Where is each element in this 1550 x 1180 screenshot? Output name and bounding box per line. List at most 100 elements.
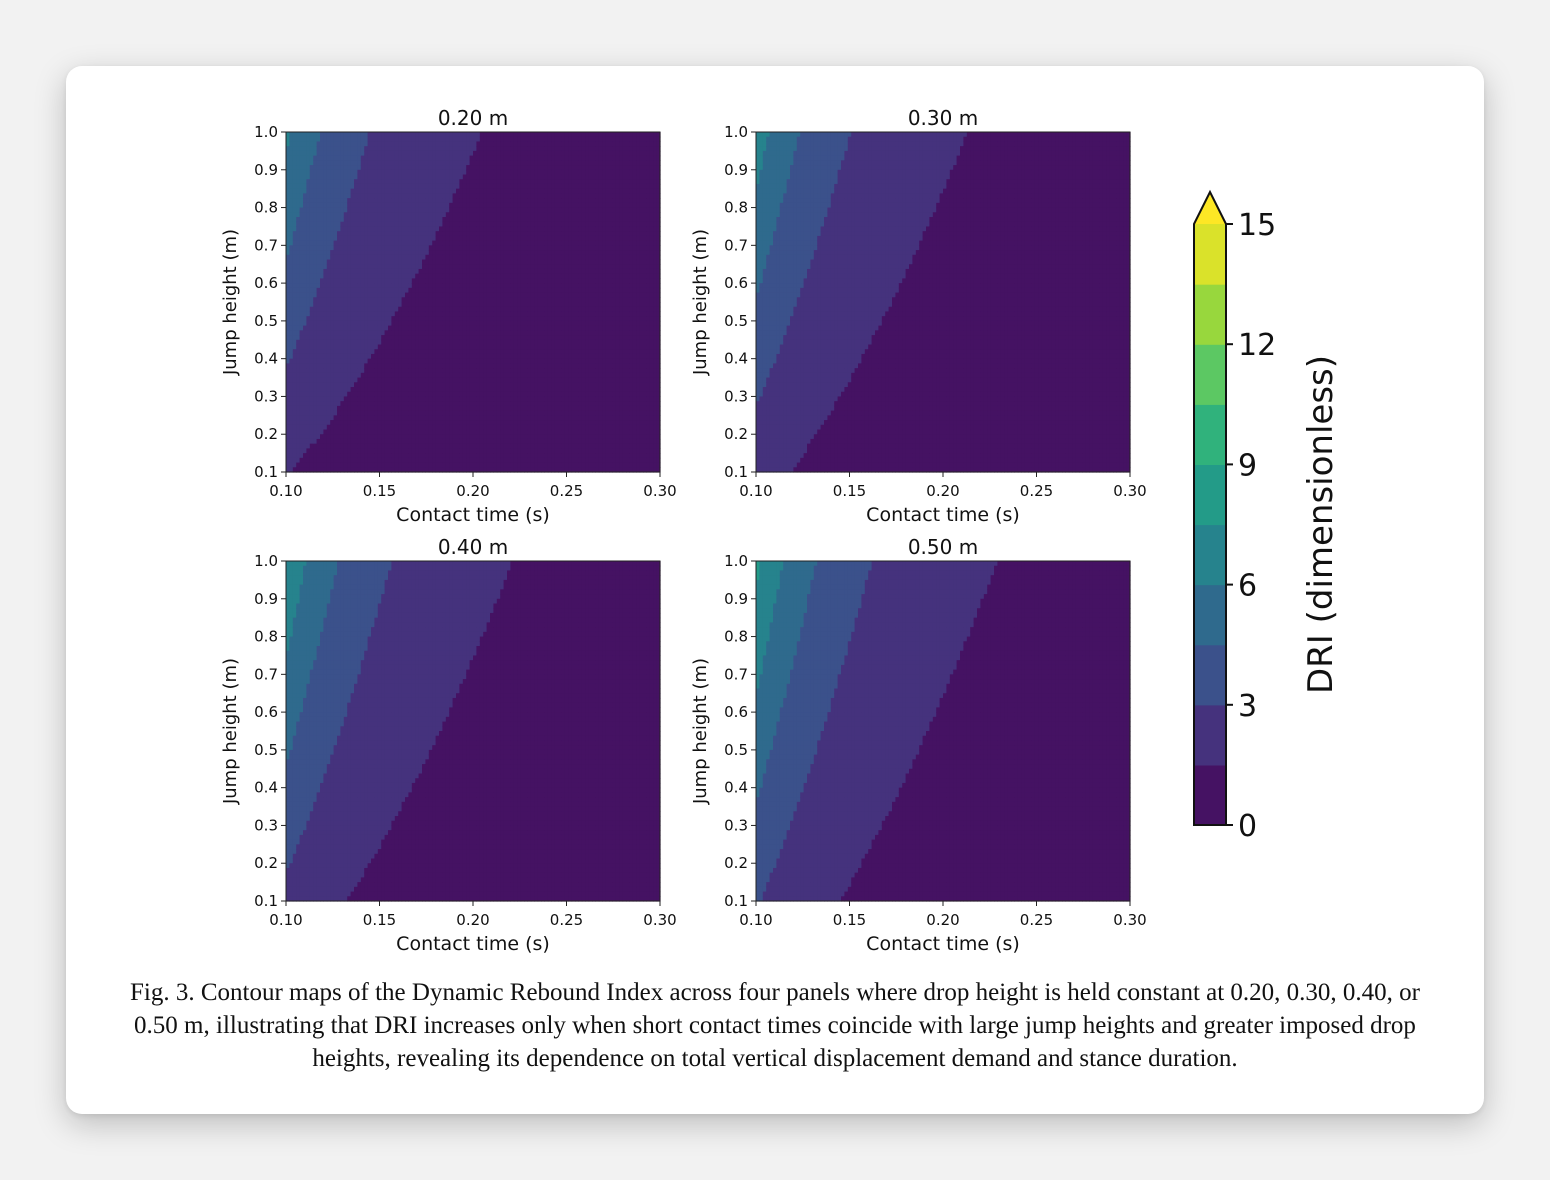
contour-cell [361,189,365,194]
contour-cell [405,156,409,161]
contour-cell [327,378,331,383]
contour-cell [395,321,399,326]
contour-cell [425,363,429,368]
contour-cell [293,345,297,350]
contour-cell [320,363,324,368]
contour-cell [378,425,382,430]
contour-cell [306,260,310,265]
contour-cell [340,217,344,222]
contour-cell [327,359,331,364]
contour-cell [340,444,344,449]
contour-cell [408,274,412,279]
contour-cell [340,179,344,184]
contour-cell [323,222,327,227]
contour-cell [429,132,433,137]
contour-cell [286,141,290,146]
contour-cell [286,458,290,463]
contour-cell [371,302,375,307]
contour-cell [354,444,358,449]
contour-cell [412,335,416,340]
contour-cell [286,165,290,170]
contour-cell [412,189,416,194]
contour-cell [306,448,310,453]
contour-cell [391,156,395,161]
contour-cell [412,146,416,151]
contour-cell [286,396,290,401]
contour-cell [340,363,344,368]
contour-cell [303,288,307,293]
contour-cell [340,439,344,444]
contour-cell [412,401,416,406]
contour-cell [361,401,365,406]
contour-cell [442,212,446,217]
contour-cell [289,448,293,453]
contour-cell [289,212,293,217]
contour-cell [391,189,395,194]
contour-cell [310,184,314,189]
contour-cell [391,382,395,387]
contour-cell [327,444,331,449]
contour-cell [371,368,375,373]
contour-cell [408,141,412,146]
contour-cell [442,387,446,392]
contour-cell [310,231,314,236]
contour-cell [412,293,416,298]
contour-cell [340,283,344,288]
contour-cell [378,226,382,231]
contour-cell [378,283,382,288]
contour-cell [310,368,314,373]
contour-cell [446,198,450,203]
contour-cell [374,241,378,246]
contour-cell [286,146,290,151]
contour-cell [395,340,399,345]
contour-cell [361,363,365,368]
contour-cell [310,222,314,227]
contour-cell [344,151,348,156]
contour-cell [374,316,378,321]
contour-cell [405,444,409,449]
contour-cell [388,430,392,435]
contour-cell [378,184,382,189]
contour-cell [323,245,327,250]
contour-cell [378,345,382,350]
contour-cell [327,278,331,283]
contour-cell [303,330,307,335]
contour-cell [425,359,429,364]
contour-cell [310,392,314,397]
contour-cell [378,378,382,383]
contour-cell [320,425,324,430]
contour-cell [408,354,412,359]
contour-cell [425,439,429,444]
contour-cell [371,288,375,293]
contour-cell [425,222,429,227]
contour-cell [354,463,358,468]
contour-cell [371,241,375,246]
contour-cell [337,203,341,208]
contour-cell [310,458,314,463]
contour-cell [306,231,310,236]
contour-cell [425,269,429,274]
contour-cell [391,335,395,340]
contour-cell [286,269,290,274]
contour-cell [286,330,290,335]
contour-cell [429,264,433,269]
contour-cell [357,345,361,350]
contour-cell [357,326,361,331]
contour-cell [374,411,378,416]
contour-cell [405,463,409,468]
contour-cell [303,415,307,420]
contour-cell [395,203,399,208]
contour-cell [395,349,399,354]
contour-cell [405,236,409,241]
contour-cell [391,236,395,241]
contour-cell [289,345,293,350]
contour-cell [405,349,409,354]
contour-cell [442,335,446,340]
contour-cell [306,208,310,213]
contour-cell [429,184,433,189]
contour-cell [391,283,395,288]
contour-cell [388,434,392,439]
contour-cell [306,430,310,435]
contour-cell [391,378,395,383]
contour-cell [388,260,392,265]
